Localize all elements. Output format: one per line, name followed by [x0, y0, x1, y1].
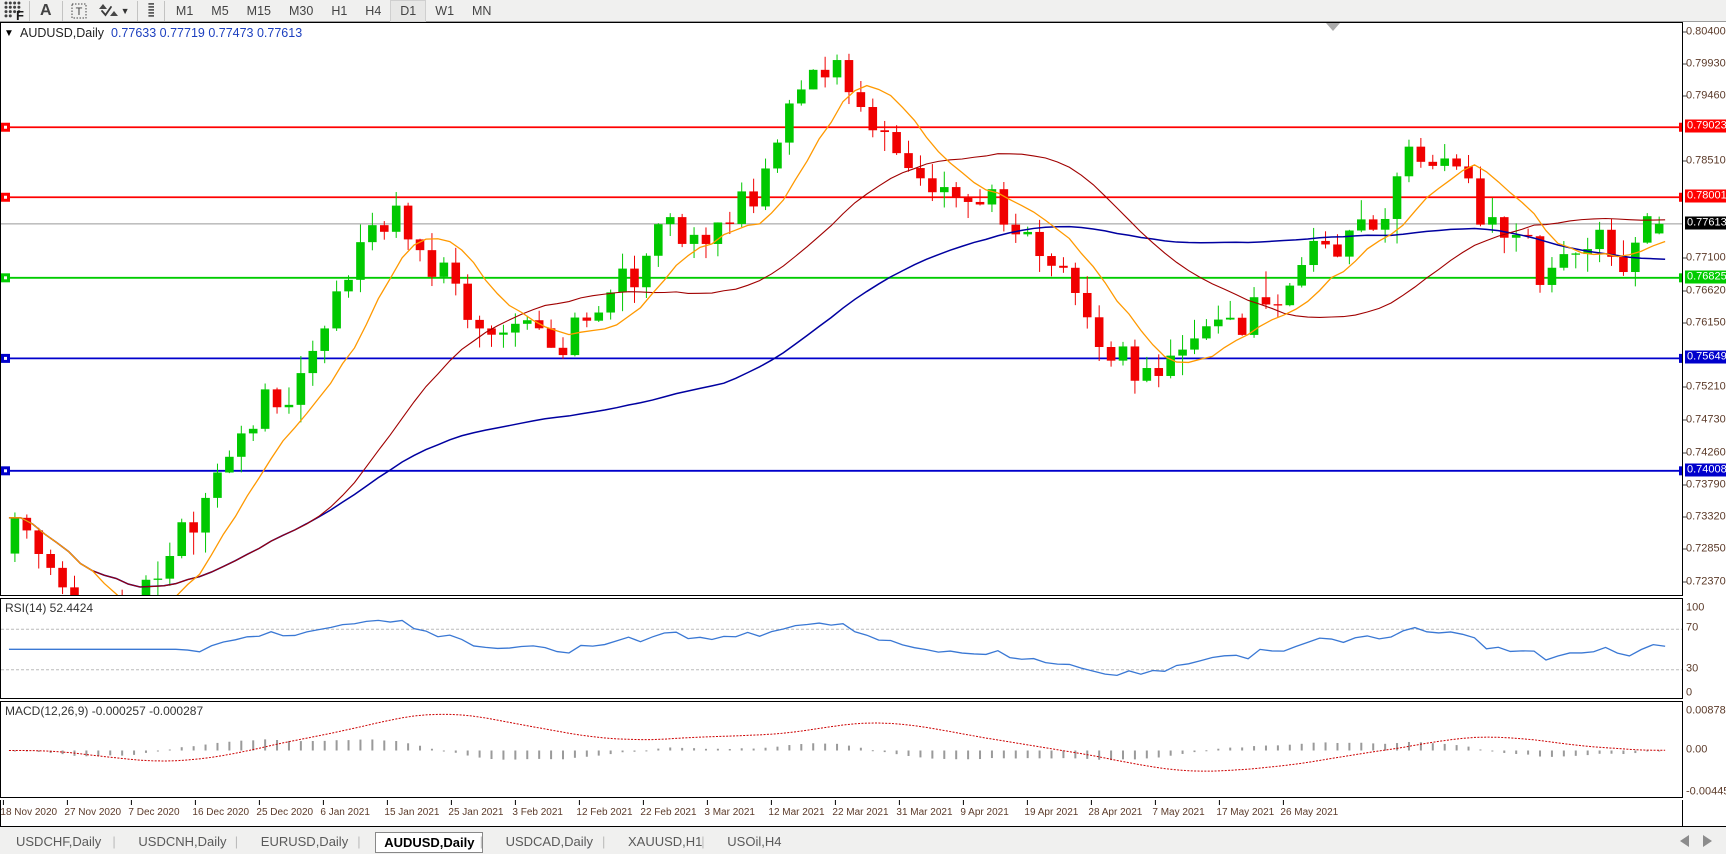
svg-text:T: T: [75, 6, 82, 18]
svg-text:F: F: [16, 8, 24, 20]
